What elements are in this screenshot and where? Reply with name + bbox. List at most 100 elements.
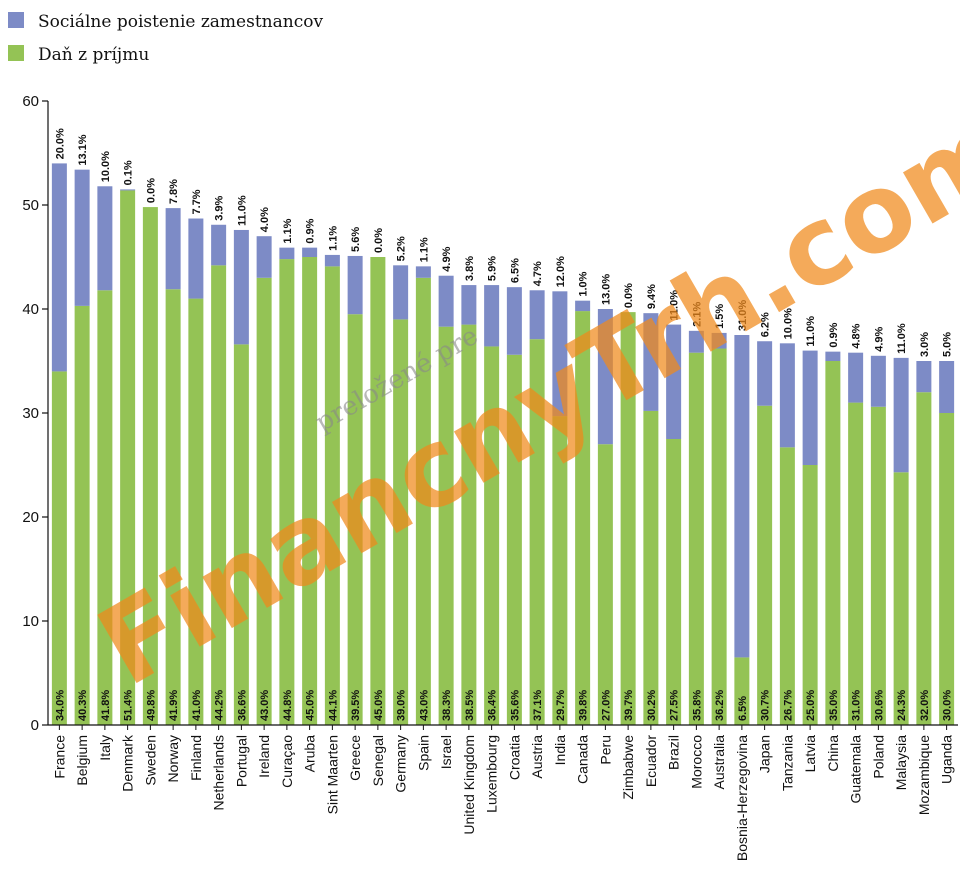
value-label-social-24: 13.0% — [600, 274, 612, 305]
category-label-24: Peru — [597, 735, 613, 765]
bar-social-22 — [552, 291, 568, 417]
value-label-income-9: 43.0% — [259, 690, 271, 721]
bar-social-5 — [165, 208, 181, 290]
value-label-income-39: 30.0% — [942, 690, 954, 721]
category-label-19: Luxembourg — [484, 735, 500, 813]
value-label-income-14: 45.0% — [373, 690, 385, 721]
bar-social-1 — [74, 169, 90, 306]
bar-income-21 — [529, 339, 545, 725]
bar-income-22 — [552, 416, 568, 725]
bar-income-20 — [506, 354, 522, 725]
category-label-23: Canada — [575, 735, 591, 784]
category-label-11: Aruba — [302, 735, 318, 773]
bar-income-16 — [415, 277, 431, 725]
value-label-social-6: 7.7% — [191, 189, 203, 214]
bar-income-0 — [51, 371, 67, 725]
y-tick-label: 50 — [22, 197, 39, 214]
value-label-income-35: 31.0% — [851, 690, 863, 721]
bar-income-14 — [370, 257, 386, 725]
value-label-social-36: 4.9% — [873, 327, 885, 352]
value-label-income-1: 40.3% — [77, 690, 89, 721]
value-label-income-34: 35.0% — [828, 690, 840, 721]
value-label-income-22: 29.7% — [555, 690, 567, 721]
value-label-income-17: 38.3% — [441, 690, 453, 721]
bar-income-1 — [74, 305, 90, 725]
category-label-7: Netherlands — [211, 735, 227, 811]
bar-income-13 — [347, 314, 363, 725]
value-label-social-12: 1.1% — [327, 226, 339, 251]
value-label-social-16: 1.1% — [418, 237, 430, 262]
category-label-22: India — [552, 735, 568, 766]
bar-income-3 — [120, 190, 136, 725]
value-label-social-9: 4.0% — [259, 207, 271, 232]
value-label-social-7: 3.9% — [214, 195, 226, 220]
category-label-15: Germany — [393, 735, 409, 793]
category-label-16: Spain — [415, 735, 431, 771]
legend-swatch-social — [8, 12, 24, 28]
category-label-20: Croatia — [506, 735, 522, 780]
category-label-0: France — [51, 735, 67, 779]
bar-social-15 — [393, 265, 409, 320]
y-tick-label: 60 — [22, 93, 39, 110]
value-label-social-25: 0.0% — [623, 283, 635, 308]
value-label-income-31: 30.7% — [760, 690, 772, 721]
bar-income-30 — [734, 657, 750, 725]
bar-income-36 — [870, 406, 886, 725]
bar-social-39 — [939, 361, 955, 413]
bar-income-10 — [279, 259, 295, 725]
bar-social-9 — [256, 236, 272, 278]
bar-social-11 — [302, 247, 318, 257]
category-label-1: Belgium — [74, 735, 90, 786]
y-tick-label: 0 — [31, 717, 39, 734]
category-label-5: Norway — [165, 735, 181, 782]
value-label-social-0: 20.0% — [54, 128, 66, 159]
x-axis: France Belgium Italy Denmark Sweden Norway Fin… — [48, 724, 958, 861]
bar-social-19 — [484, 285, 500, 347]
value-label-social-23: 1.0% — [578, 271, 590, 296]
value-label-income-36: 30.6% — [873, 690, 885, 721]
legend-swatch-income — [8, 45, 24, 61]
category-label-26: Ecuador — [643, 735, 659, 787]
bar-income-31 — [757, 405, 773, 725]
bar-social-0 — [51, 163, 67, 372]
bar-social-10 — [279, 247, 295, 260]
y-tick-label: 40 — [22, 301, 39, 318]
category-label-18: United Kingdom — [461, 735, 477, 835]
value-label-income-25: 39.7% — [623, 690, 635, 721]
bar-income-5 — [165, 289, 181, 725]
bar-income-33 — [802, 465, 818, 725]
category-label-9: Ireland — [256, 735, 272, 778]
value-label-social-2: 10.0% — [100, 151, 112, 182]
value-label-income-16: 43.0% — [418, 690, 430, 721]
value-label-income-21: 37.1% — [532, 690, 544, 721]
bar-income-11 — [302, 257, 318, 725]
category-label-3: Denmark — [120, 734, 136, 792]
value-label-social-3: 0.1% — [123, 160, 135, 185]
value-label-social-10: 1.1% — [282, 218, 294, 243]
value-label-social-28: 2.1% — [691, 302, 703, 327]
value-label-income-38: 32.0% — [919, 690, 931, 721]
value-label-social-5: 7.8% — [168, 179, 180, 204]
value-label-social-20: 6.5% — [509, 258, 521, 283]
value-label-income-0: 34.0% — [54, 690, 66, 721]
bar-income-2 — [97, 290, 113, 725]
value-label-income-19: 36.4% — [487, 690, 499, 721]
category-label-27: Brazil — [666, 735, 682, 770]
bar-social-16 — [415, 266, 431, 278]
bar-social-29 — [711, 332, 727, 349]
value-label-social-18: 3.8% — [464, 256, 476, 281]
bar-income-4 — [142, 207, 158, 725]
bar-income-37 — [893, 472, 909, 725]
bar-income-25 — [620, 312, 636, 725]
y-axis: 0 10 20 30 40 50 60 — [22, 93, 49, 734]
category-label-4: Sweden — [142, 735, 158, 786]
legend-label-income: Daň z príjmu — [38, 45, 149, 65]
bar-income-24 — [597, 444, 613, 725]
value-label-social-37: 11.0% — [896, 323, 908, 354]
category-label-28: Morocco — [688, 735, 704, 789]
value-label-income-27: 27.5% — [669, 690, 681, 721]
category-label-12: Sint Maarten — [324, 735, 340, 814]
value-label-income-23: 39.8% — [578, 690, 590, 721]
category-label-13: Greece — [347, 735, 363, 781]
bar-social-6 — [188, 218, 204, 299]
